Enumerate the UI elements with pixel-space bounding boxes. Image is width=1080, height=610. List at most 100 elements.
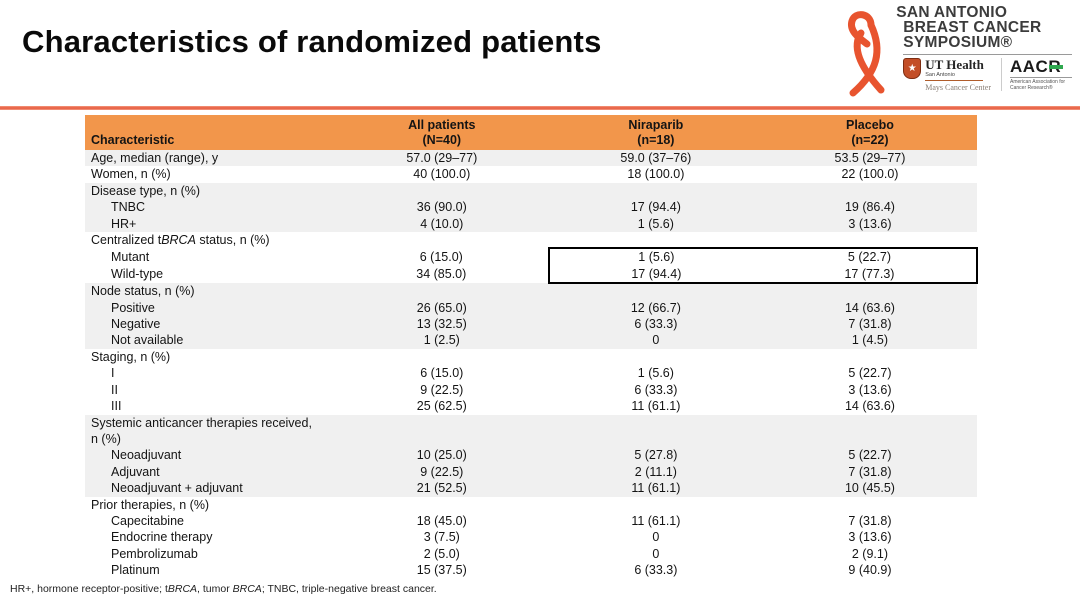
cell-placebo: 7 (31.8) [762,512,977,530]
row-label: Endocrine therapy [85,529,335,546]
cell-placebo: 5 (22.7) [762,447,977,464]
cell-all-patients: 57.0 (29–77) [334,150,549,167]
cell-niraparib: 59.0 (37–76) [548,150,763,167]
cell-all-patients: 21 (52.5) [334,480,549,497]
row-label: TNBC [85,199,335,216]
cell-all-patients: 36 (90.0) [334,199,549,216]
cell-niraparib: 6 (33.3) [548,381,763,399]
table-row: Disease type, n (%) [85,182,977,200]
cell-all-patients: 26 (65.0) [334,299,549,317]
cell-placebo: 7 (31.8) [762,463,977,481]
row-label: I [85,365,335,382]
symposium-wordmark: SAN ANTONIO BREAST CANCER SYMPOSIUM® [896,4,1072,51]
row-label: Capecitabine [85,512,335,530]
aacr-subtitle: American Association for Cancer Research… [1010,77,1072,91]
row-label: HR+ [85,215,335,233]
row-label: Neoadjuvant [85,447,335,464]
cell-placebo: 1 (4.5) [762,332,977,349]
cell-all-patients [334,232,549,249]
cell-all-patients [334,182,549,200]
cell-all-patients: 9 (22.5) [334,463,549,481]
table-row: Neoadjuvant 10 (25.0) 5 (27.8) 5 (22.7) [85,447,977,464]
row-label: Staging, n (%) [85,348,335,366]
row-label: Positive [85,299,335,317]
ut-health-logo: ★ UT Health San Antonio Mays Cancer Cent… [903,58,991,92]
ut-health-center: Mays Cancer Center [925,83,991,92]
cell-placebo: 3 (13.6) [762,381,977,399]
cell-niraparib: 1 (5.6) [548,365,763,382]
cell-placebo: 19 (86.4) [762,199,977,216]
characteristics-table: Characteristic All patients (N=40) Nirapa… [85,115,979,579]
table-row: Not available 1 (2.5) 0 1 (4.5) [85,332,977,349]
table-row: Mutant 6 (15.0) 1 (5.6) 5 (22.7) [85,247,979,266]
table-row: TNBC 36 (90.0) 17 (94.4) 19 (86.4) [85,199,977,216]
page-title: Characteristics of randomized patients [22,24,602,59]
table-row: Platinum 15 (37.5) 6 (33.3) 9 (40.9) [85,562,977,579]
cell-placebo: 7 (31.8) [762,316,977,333]
cell-placebo [762,283,977,300]
logo-divider [903,54,1072,55]
cell-placebo [762,182,977,200]
cell-all-patients: 4 (10.0) [334,215,549,233]
ut-health-name: UT Health [925,57,984,72]
cell-niraparib: 1 (5.6) [547,247,763,266]
cell-placebo [762,496,977,513]
row-label: Age, median (range), y [85,150,335,167]
cell-placebo [762,232,977,249]
cell-placebo: 9 (40.9) [762,562,977,579]
table-row: Staging, n (%) [85,348,977,366]
column-header-placebo: Placebo (n=22) [762,115,977,150]
table-row: II 9 (22.5) 6 (33.3) 3 (13.6) [85,381,977,399]
cell-niraparib: 0 [548,332,763,349]
cell-all-patients: 6 (15.0) [334,365,549,382]
row-label: Women, n (%) [85,166,335,183]
ut-health-shield-icon: ★ [903,58,922,79]
cell-niraparib: 5 (27.8) [548,447,763,464]
cell-all-patients: 1 (2.5) [334,332,549,349]
cell-niraparib: 12 (66.7) [548,299,763,317]
table-row: Women, n (%) 40 (100.0) 18 (100.0) 22 (1… [85,166,977,183]
cell-niraparib: 11 (61.1) [548,398,763,415]
cell-niraparib: 17 (94.4) [547,265,763,285]
row-label: Centralized tBRCA status, n (%) [85,232,335,249]
cell-all-patients: 3 (7.5) [334,529,549,546]
table-row: Age, median (range), y 57.0 (29–77) 59.0… [85,150,977,167]
cell-all-patients [334,283,549,300]
cell-all-patients [334,414,549,448]
cell-all-patients: 34 (85.0) [334,265,549,284]
cell-placebo: 2 (9.1) [762,545,977,563]
table-row: Positive 26 (65.0) 12 (66.7) 14 (63.6) [85,299,977,317]
table-body: Age, median (range), y 57.0 (29–77) 59.0… [85,150,979,579]
row-label: III [85,398,335,415]
cell-niraparib: 0 [548,529,763,546]
table-row: Negative 13 (32.5) 6 (33.3) 7 (31.8) [85,316,977,333]
symposium-line: SAN ANTONIO [896,4,1008,21]
table-row: I 6 (15.0) 1 (5.6) 5 (22.7) [85,365,977,382]
ut-health-location: San Antonio [925,71,984,81]
footnote: HR+, hormone receptor-positive; tBRCA, t… [10,583,437,595]
cell-niraparib [548,232,763,249]
sabcs-ribbon-icon [848,11,885,97]
column-header-niraparib: Niraparib (n=18) [548,115,763,150]
aacr-logo: AACR American Association for Cancer Res… [1001,58,1072,91]
cell-all-patients: 9 (22.5) [334,381,549,399]
table-row: HR+ 4 (10.0) 1 (5.6) 3 (13.6) [85,215,977,233]
cell-all-patients: 25 (62.5) [334,398,549,415]
cell-all-patients: 10 (25.0) [334,447,549,464]
row-label: Disease type, n (%) [85,182,335,200]
cell-all-patients [334,348,549,366]
table-row: Node status, n (%) [85,283,977,300]
cell-niraparib: 11 (61.1) [548,512,763,530]
cell-placebo [762,414,977,448]
cell-niraparib [548,283,763,300]
row-label: Mutant [85,248,335,266]
cell-placebo: 53.5 (29–77) [762,150,977,167]
table-row: III 25 (62.5) 11 (61.1) 14 (63.6) [85,398,977,415]
table-row: Adjuvant 9 (22.5) 2 (11.1) 7 (31.8) [85,463,977,481]
table-row: Capecitabine 18 (45.0) 11 (61.1) 7 (31.8… [85,512,977,530]
cell-placebo: 14 (63.6) [762,299,977,317]
row-label: Not available [85,332,335,349]
cell-all-patients: 18 (45.0) [334,512,549,530]
cell-all-patients [334,496,549,513]
